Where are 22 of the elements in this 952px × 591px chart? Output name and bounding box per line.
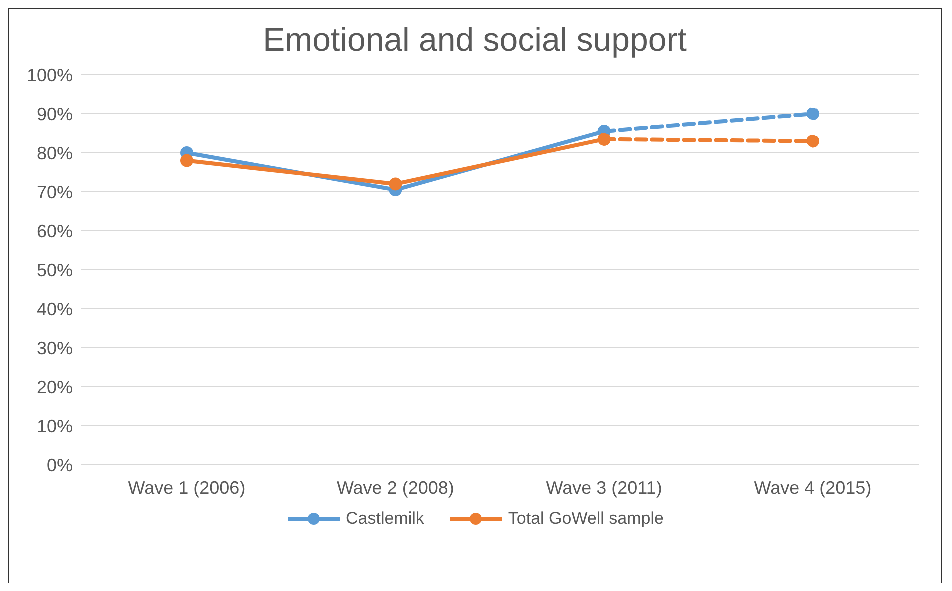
legend-label: Castlemilk (346, 509, 424, 529)
legend-label: Total GoWell sample (508, 509, 664, 529)
chart-title: Emotional and social support (262, 21, 688, 60)
y-tick-label: 80% (36, 143, 73, 164)
x-tick-label: Wave 1 (2006) (128, 478, 246, 498)
y-tick-label: 50% (36, 260, 73, 280)
y-tick-label: 90% (36, 104, 73, 124)
point (180, 154, 194, 168)
y-tick-label: 60% (36, 221, 73, 242)
y-tick-label: 40% (36, 299, 73, 320)
x-tick-label: Wave 3 (2011) (546, 478, 662, 498)
y-tick-label: 0% (46, 455, 73, 476)
y-tick-label: 10% (36, 416, 73, 436)
y-tick-label: 100% (26, 65, 73, 86)
x-tick-label: Wave 4 (2015) (754, 478, 872, 498)
x-tick-label: Wave 2 (2008) (336, 478, 454, 498)
point (389, 178, 402, 191)
y-tick-label: 30% (36, 338, 73, 358)
point (806, 134, 820, 148)
y-tick-label: 20% (36, 377, 73, 398)
point (806, 108, 820, 120)
y-tick-label: 70% (36, 182, 73, 202)
